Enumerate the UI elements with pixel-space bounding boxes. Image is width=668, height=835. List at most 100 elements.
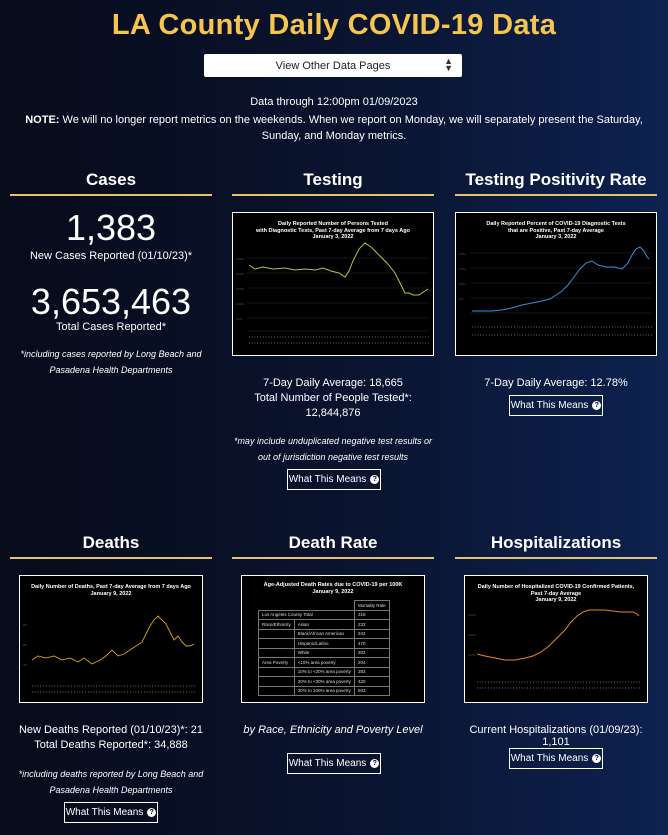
dr-group: Race/Ethnicity [258,619,295,630]
new-deaths-label: New Deaths Reported (01/10/23)*: 21 [18,724,204,736]
svg-text:5%: 5% [459,297,464,301]
dr-sub: 10% to <20% area poverty [293,666,355,677]
total-cases-label: Total Cases Reported* [55,321,167,333]
dr-group [258,676,295,687]
weekend-note: NOTE: We will no longer report metrics o… [12,112,656,144]
svg-text:60: 60 [23,643,27,647]
dr-total-label: Los Angeles County Total [258,609,355,620]
dr-value: 233 [353,619,390,630]
dr-total-value: 318 [353,609,390,620]
death-rate-what-this-means-button[interactable]: What This Means? [287,753,381,774]
data-pages-select[interactable]: View Other Data Pages ▲ ▼ [204,54,462,77]
dr-value: 342 [353,628,390,639]
svg-text:2000: 2000 [468,653,476,657]
death-rate-caption: by Race, Ethnicity and Poverty Level [243,724,423,736]
testing-what-this-means-button[interactable]: What This Means? [287,469,381,490]
positivity-chart-image[interactable]: Daily Reported Percent of COVID-19 Diagn… [455,212,657,356]
select-label: View Other Data Pages [275,59,391,72]
dr-sub: White [293,647,355,658]
testing-average: 7-Day Daily Average: 18,665 [263,377,403,389]
dr-value: 302 [353,647,390,658]
death-rate-chart-title: Age-Adjusted Death Rates due to COVID-19… [263,582,403,595]
testing-total-label: Total Number of People Tested*: [254,392,412,404]
svg-text:4000: 4000 [468,613,476,617]
death-rate-divider [232,557,434,559]
dr-sub: 20% to <30% area poverty [293,676,355,687]
svg-text:40: 40 [23,663,27,667]
dr-group [258,638,295,649]
dr-group [258,685,295,696]
hospitalizations-chart-title: Daily Number of Hospitalized COVID-19 Co… [477,584,635,603]
svg-text:1000: 1000 [236,302,244,306]
current-hospitalizations-label: Current Hospitalizations (01/09/23): 1,1… [469,724,643,748]
dr-group [258,647,295,658]
death-rate-button-label: What This Means [288,758,367,769]
positivity-what-this-means-button[interactable]: What This Means? [509,395,603,416]
question-icon: ? [592,754,602,763]
new-cases-label: New Cases Reported (01/10/23)* [29,250,193,262]
question-icon: ? [592,401,602,410]
deaths-heading: Deaths [82,533,140,552]
testing-heading: Testing [303,170,363,189]
dr-group [258,628,295,639]
testing-chart-svg: 2500 2000 1500 1000 500 [236,242,429,344]
dr-value: 470 [353,638,390,649]
testing-total-value: 12,844,876 [305,407,361,419]
testing-footnote: *may include unduplicated negative test … [233,436,433,462]
testing-chart-title: Daily Reported Number of Persons Tested … [256,221,410,240]
svg-text:20%: 20% [459,252,466,256]
svg-text:1500: 1500 [236,287,244,291]
svg-text:3000: 3000 [468,633,476,637]
positivity-divider [455,194,657,196]
dr-sub: 30% to 100% area poverty [293,685,355,696]
select-arrows-icon: ▲ ▼ [444,56,453,73]
data-through-text: Data through 12:00pm 01/09/2023 [250,96,418,108]
dr-col-header: Mortality Rate [353,600,390,611]
svg-text:10%: 10% [459,282,466,286]
note-label: NOTE: [25,114,60,126]
dr-value: 420 [353,676,390,687]
svg-text:500: 500 [236,317,242,321]
death-rate-table: Mortality Rate Los Angeles County Total 3… [258,600,390,696]
dr-sub: Black/African American [293,628,355,639]
deaths-chart-image[interactable]: Daily Number of Deaths, Past 7-day Avera… [19,575,203,703]
positivity-chart-svg: 20% 15% 10% 5% [459,246,652,336]
deaths-chart-title: Daily Number of Deaths, Past 7-day Avera… [31,584,191,597]
dr-sub: Asian [293,619,355,630]
deaths-footnote: *including deaths reported by Long Beach… [18,769,204,795]
death-rate-heading: Death Rate [288,533,378,552]
dr-value: 283 [353,666,390,677]
svg-text:2500: 2500 [236,257,244,261]
deaths-divider [10,557,212,559]
cases-divider [10,194,212,196]
dr-value: 204 [353,657,390,668]
testing-chart-image[interactable]: Daily Reported Number of Persons Tested … [232,212,434,356]
hospitalizations-what-this-means-button[interactable]: What This Means? [509,748,603,769]
hospitalizations-chart-svg: 4000 3000 2000 [468,609,641,689]
deaths-button-label: What This Means [65,807,144,818]
dr-sub: Hispanic/Latino [293,638,355,649]
hospitalizations-divider [455,557,657,559]
svg-text:80: 80 [23,623,27,627]
dr-sub: <10% area poverty [293,657,355,668]
hospitalizations-heading: Hospitalizations [490,533,622,552]
dr-value: 503 [353,685,390,696]
hospitalizations-button-label: What This Means [510,753,589,764]
svg-text:15%: 15% [459,267,466,271]
hospitalizations-chart-image[interactable]: Daily Number of Hospitalized COVID-19 Co… [464,575,648,703]
deaths-chart-svg: 80 60 40 [23,615,196,693]
cases-footnote: *including cases reported by Long Beach … [20,349,202,375]
testing-divider [232,194,434,196]
deaths-what-this-means-button[interactable]: What This Means? [64,802,158,823]
note-text: We will no longer report metrics on the … [59,114,643,142]
page-title: LA County Daily COVID-19 Data [111,9,557,41]
testing-button-label: What This Means [288,474,367,485]
positivity-chart-title: Daily Reported Percent of COVID-19 Diagn… [486,221,626,240]
svg-text:2000: 2000 [236,272,244,276]
positivity-heading: Testing Positivity Rate [465,170,647,189]
new-cases-value: 1,383 [65,207,157,248]
question-icon: ? [147,808,157,817]
positivity-button-label: What This Means [510,400,589,411]
question-icon: ? [370,475,380,484]
dr-group: Area Poverty [258,657,295,668]
